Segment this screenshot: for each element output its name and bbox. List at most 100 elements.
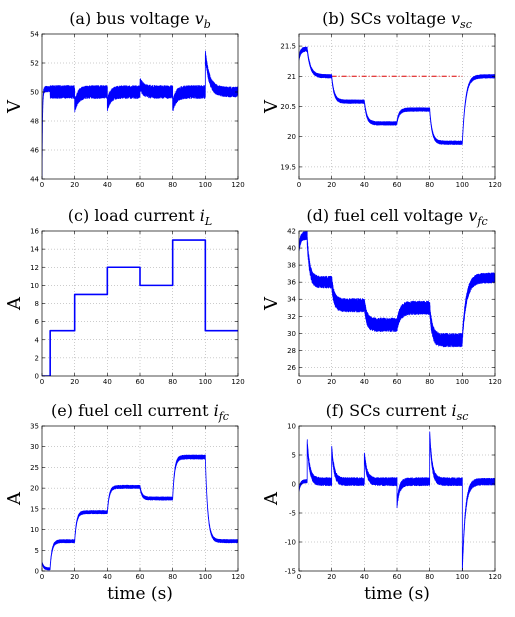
x-tick-label: 0 bbox=[297, 181, 301, 189]
y-axis-label: V bbox=[261, 99, 282, 114]
y-tick-label: 8 bbox=[35, 300, 39, 308]
x-tick-label: 20 bbox=[327, 181, 336, 189]
y-tick-label: -5 bbox=[289, 510, 296, 518]
x-tick-label: 60 bbox=[393, 378, 402, 386]
y-tick-label: 2 bbox=[35, 354, 39, 362]
x-tick-label: 40 bbox=[360, 181, 369, 189]
x-tick-label: 0 bbox=[297, 573, 301, 581]
x-tick-label: 20 bbox=[327, 573, 336, 581]
chart-title-d: (d) fuel cell voltage vfc bbox=[306, 206, 487, 228]
y-tick-label: 10 bbox=[30, 526, 39, 534]
y-tick-label: 20 bbox=[287, 133, 296, 141]
y-axis-label: A bbox=[4, 296, 25, 311]
x-tick-label: 0 bbox=[40, 378, 44, 386]
y-tick-label: 0 bbox=[35, 568, 39, 576]
y-tick-label: 40 bbox=[287, 245, 296, 253]
y-tick-label: 0 bbox=[292, 481, 296, 489]
y-tick-label: 30 bbox=[30, 443, 39, 451]
x-axis-label: time (s) bbox=[364, 584, 430, 604]
y-tick-label: 30 bbox=[287, 330, 296, 338]
y-axis-label: V bbox=[261, 296, 282, 311]
x-tick-label: 40 bbox=[103, 378, 112, 386]
series-line-b bbox=[299, 46, 495, 145]
y-tick-label: 44 bbox=[30, 176, 39, 184]
x-tick-label: 100 bbox=[199, 573, 212, 581]
x-tick-label: 80 bbox=[425, 573, 434, 581]
y-tick-label: 38 bbox=[287, 262, 296, 270]
chart-title-c: (c) load current iL bbox=[68, 206, 212, 228]
y-tick-label: 5 bbox=[35, 547, 39, 555]
chart-title-a: (a) bus voltage vb bbox=[69, 9, 211, 31]
y-axis-label: A bbox=[4, 491, 25, 506]
y-tick-label: 12 bbox=[30, 264, 39, 272]
x-tick-label: 60 bbox=[136, 573, 145, 581]
y-tick-label: 10 bbox=[287, 423, 296, 431]
series-line-e bbox=[42, 454, 238, 571]
y-tick-label: 54 bbox=[30, 31, 39, 39]
x-tick-label: 40 bbox=[360, 573, 369, 581]
x-tick-label: 20 bbox=[327, 378, 336, 386]
chart-panel-c: (c) load current iL 0 20 40 60 80 100 120 0 2 4 6 8 1… bbox=[4, 206, 245, 386]
y-tick-label: 21.5 bbox=[280, 43, 296, 51]
x-tick-label: 100 bbox=[456, 573, 469, 581]
y-tick-label: 36 bbox=[287, 279, 296, 287]
y-tick-label: 4 bbox=[35, 336, 40, 344]
x-tick-label: 20 bbox=[70, 378, 79, 386]
y-tick-label: 25 bbox=[30, 464, 39, 472]
y-tick-label: 19.5 bbox=[280, 163, 296, 171]
y-axis-label: A bbox=[261, 491, 282, 506]
x-axis-label: time (s) bbox=[107, 584, 173, 604]
y-tick-label: 20 bbox=[30, 485, 39, 493]
x-tick-label: 60 bbox=[136, 181, 145, 189]
y-tick-label: 52 bbox=[30, 60, 39, 68]
y-axis-label: V bbox=[4, 99, 25, 114]
series-line-c bbox=[42, 239, 238, 376]
y-tick-label: 5 bbox=[292, 452, 296, 460]
x-tick-label: 20 bbox=[70, 181, 79, 189]
y-tick-label: 46 bbox=[30, 147, 39, 155]
x-tick-label: 0 bbox=[40, 181, 44, 189]
y-tick-label: 42 bbox=[287, 228, 296, 236]
chart-panel-d: (d) fuel cell voltage vfc 0 20 40 60 80 100 120… bbox=[261, 206, 502, 386]
x-tick-label: 120 bbox=[231, 378, 244, 386]
chart-title-e: (e) fuel cell current ifc bbox=[51, 401, 229, 423]
y-tick-label: 28 bbox=[287, 347, 296, 355]
chart-title-f: (f) SCs current isc bbox=[326, 401, 469, 423]
chart-panel-a: (a) bus voltage vb 0 20 40 60 80 100 120 44 46 48 5… bbox=[4, 9, 245, 189]
x-tick-label: 100 bbox=[456, 378, 469, 386]
y-tick-label: 20.5 bbox=[280, 103, 296, 111]
x-tick-label: 120 bbox=[488, 378, 501, 386]
x-tick-label: 80 bbox=[425, 378, 434, 386]
x-tick-label: 60 bbox=[136, 378, 145, 386]
y-tick-label: 15 bbox=[30, 505, 39, 513]
y-tick-label: 21 bbox=[287, 73, 296, 81]
series-line-f bbox=[299, 431, 495, 571]
y-tick-label: 32 bbox=[287, 313, 296, 321]
y-tick-label: 26 bbox=[287, 364, 296, 372]
x-tick-label: 60 bbox=[393, 573, 402, 581]
y-tick-label: 16 bbox=[30, 228, 39, 236]
y-tick-label: 0 bbox=[35, 373, 39, 381]
series-line-a bbox=[42, 50, 238, 179]
x-tick-label: 120 bbox=[231, 573, 244, 581]
x-tick-label: 0 bbox=[40, 573, 44, 581]
chart-title-b: (b) SCs voltage vsc bbox=[322, 9, 472, 31]
x-tick-label: 40 bbox=[103, 181, 112, 189]
x-tick-label: 100 bbox=[456, 181, 469, 189]
x-tick-label: 20 bbox=[70, 573, 79, 581]
y-tick-label: 50 bbox=[30, 89, 39, 97]
y-tick-label: 35 bbox=[30, 423, 39, 431]
x-tick-label: 40 bbox=[103, 573, 112, 581]
x-tick-label: 40 bbox=[360, 378, 369, 386]
x-tick-label: 80 bbox=[168, 181, 177, 189]
y-tick-label: -10 bbox=[285, 539, 296, 547]
x-tick-label: 80 bbox=[425, 181, 434, 189]
x-tick-label: 100 bbox=[199, 378, 212, 386]
x-tick-label: 120 bbox=[488, 573, 501, 581]
y-tick-label: 10 bbox=[30, 282, 39, 290]
x-tick-label: 80 bbox=[168, 378, 177, 386]
x-tick-label: 80 bbox=[168, 573, 177, 581]
